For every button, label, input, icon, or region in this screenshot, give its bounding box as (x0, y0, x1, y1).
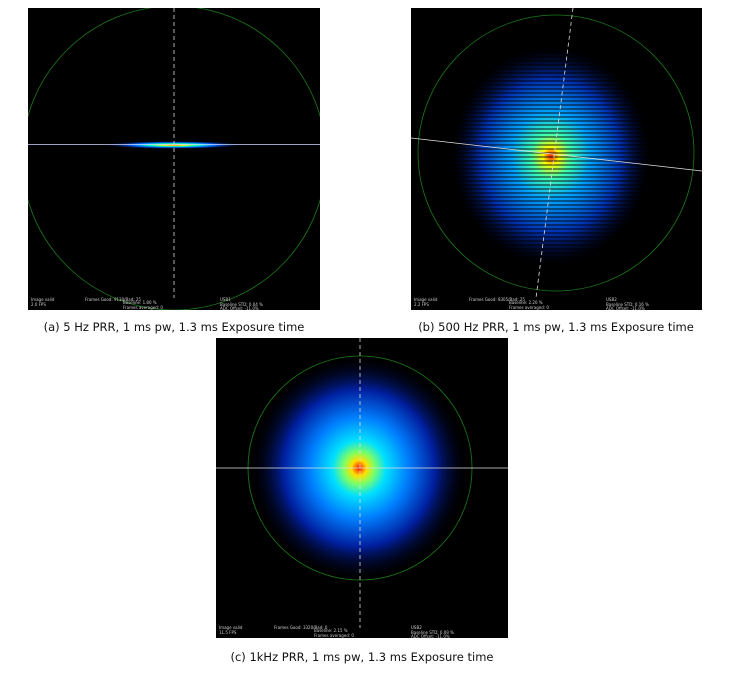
hud-baseline: Baseline: 2.15 % Frames averaged: 0 (314, 628, 354, 638)
horizontal-axis-line (411, 137, 702, 172)
beam-profile-c: Image valid 11.5 FPS Frames Good: 3320/Ba… (216, 338, 508, 639)
aperture-circle (417, 14, 695, 292)
hud-status: Image valid 2.2 FPS (414, 297, 438, 307)
beam-image-a (28, 8, 320, 310)
hud-device: USB2 Baseline STD: 0.16 % ADC Offset: -11.… (606, 297, 649, 311)
hud-frames: Frames Good: 8305/Bad: 25 (469, 297, 525, 302)
hud-device: USB2 Baseline STD: 0.09 % ADC Offset: -11.… (411, 625, 454, 639)
beam-profile-b: Image valid 2.2 FPS Frames Good: 8305/Bad… (411, 8, 702, 311)
beam-profile-a: Image valid 2.0 FPS Frames Good: 9130/Bad… (28, 8, 320, 311)
beam-image-c (216, 338, 508, 628)
caption-b: (b) 500 Hz PRR, 1 ms pw, 1.3 ms Exposure… (418, 320, 694, 334)
hud-device: USB1 Baseline STD: 0.04 % ADC Offset: -11.… (220, 297, 263, 311)
hud-baseline: Baseline: 1.80 % Frames averaged: 0 (123, 300, 163, 310)
hud-status: Image valid 2.0 FPS (31, 297, 55, 307)
caption-c: (c) 1kHz PRR, 1 ms pw, 1.3 ms Exposure t… (230, 650, 494, 664)
hud-frames: Frames Good: 3320/Bad: 0 (274, 625, 328, 630)
hud-status: Image valid 11.5 FPS (219, 625, 243, 635)
hud-frames: Frames Good: 9130/Bad: 25 (85, 297, 141, 302)
hud-baseline: Baseline: 2.20 % Frames averaged: 0 (509, 300, 549, 310)
beam-image-b (411, 8, 702, 299)
caption-a: (a) 5 Hz PRR, 1 ms pw, 1.3 ms Exposure t… (43, 320, 305, 334)
